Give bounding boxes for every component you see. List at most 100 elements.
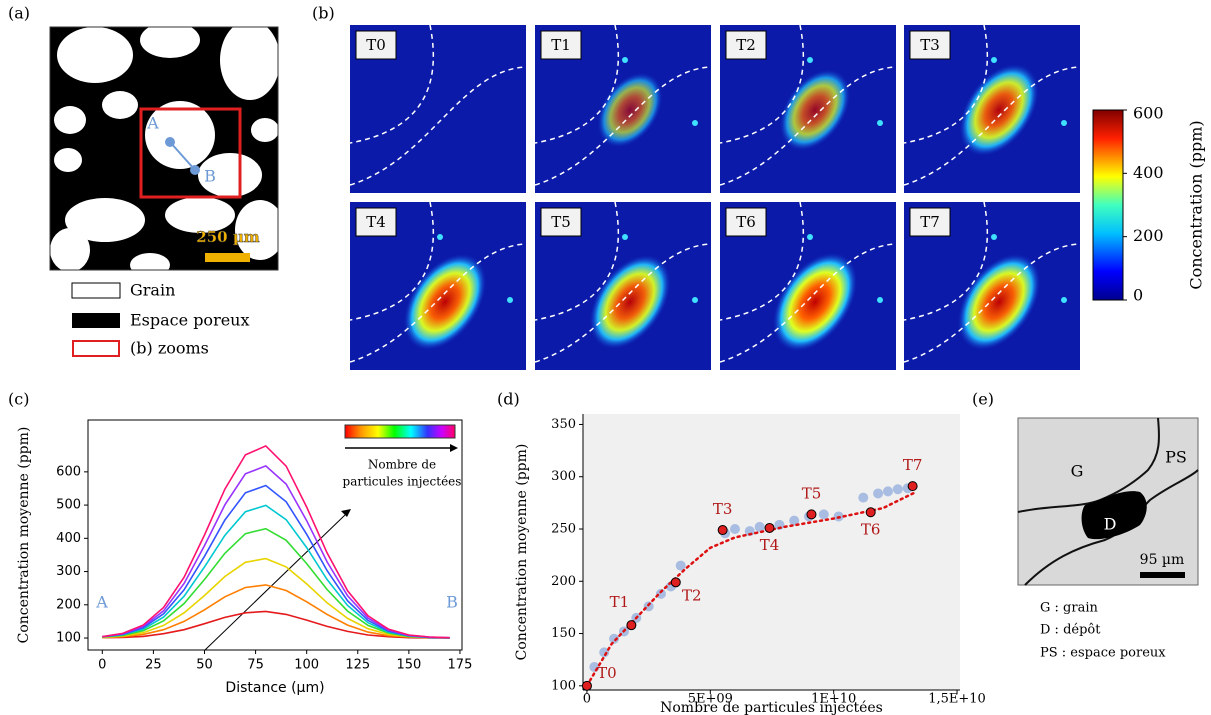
panel-label: (a)	[8, 4, 30, 23]
annotation: B	[446, 593, 458, 612]
time-label: T1	[610, 593, 630, 611]
spot	[807, 57, 813, 63]
pore-outline	[719, 201, 805, 321]
pore-outline	[349, 243, 527, 363]
time-point	[806, 509, 817, 520]
profile-line	[102, 610, 450, 639]
time-label: T6	[861, 520, 881, 538]
x-tick-label: 0	[583, 692, 591, 707]
tile-label-box	[725, 30, 767, 60]
spot	[991, 234, 997, 240]
x-axis-label: Nombre de particules injectées	[660, 700, 883, 715]
legend-label: G : grain	[1040, 601, 1098, 616]
y-tick-label: 400	[56, 531, 81, 546]
time-label: T4	[760, 536, 780, 554]
pore-outline	[349, 24, 435, 144]
colorbar-tick-label: 600	[1133, 104, 1164, 123]
y-tick-label: 200	[551, 574, 576, 589]
x-tick-label: 100	[294, 658, 319, 673]
pore-outline	[903, 24, 989, 144]
tile-label: T7	[920, 213, 940, 231]
time-point	[865, 507, 876, 518]
time-point	[907, 481, 918, 492]
spot	[991, 57, 997, 63]
scale-label: 250 µm	[196, 228, 260, 246]
arrow-head	[450, 444, 458, 452]
colorbar-tick-label: 200	[1133, 226, 1164, 245]
tile-label: T4	[366, 213, 386, 231]
tile-label: T0	[366, 36, 386, 54]
legend-swatch	[72, 340, 120, 357]
panel-label: (c)	[8, 390, 29, 409]
sample-point	[873, 488, 884, 499]
x-tick-label: 75	[247, 658, 264, 673]
colorbar-tick-label: 400	[1133, 163, 1164, 182]
spot	[437, 234, 443, 240]
tile-label-box	[540, 30, 582, 60]
tile-label-box	[355, 207, 397, 237]
legend-label: D : dépôt	[1040, 623, 1101, 638]
legend-label: Espace poreux	[130, 311, 250, 330]
profile-line	[102, 527, 450, 639]
tile-label: T1	[551, 36, 571, 54]
pore-outline	[349, 66, 527, 186]
time-label: T5	[802, 484, 822, 502]
time-label: T3	[713, 500, 733, 518]
x-tick-label: 125	[345, 658, 370, 673]
trend-arrow	[204, 514, 346, 651]
sample-point	[858, 492, 869, 503]
grain-boundary	[1017, 417, 1160, 513]
colorbar-tick-label: 0	[1133, 286, 1143, 305]
pore-outline	[534, 24, 620, 144]
spot	[507, 297, 513, 303]
scale-bar	[1140, 572, 1185, 578]
plot-area	[87, 419, 463, 651]
y-tick-label: 350	[551, 417, 576, 432]
pore-outline	[534, 201, 620, 321]
spot	[1061, 120, 1067, 126]
legend-label: (b) zooms	[130, 339, 209, 358]
x-tick-label: 0	[98, 658, 106, 673]
x-axis-label: Distance (µm)	[225, 680, 324, 696]
spot	[692, 297, 698, 303]
panel-label: (b)	[312, 4, 335, 23]
x-tick-label: 1,5E+10	[928, 692, 986, 707]
plot-area	[583, 414, 960, 690]
profile-line	[102, 444, 450, 639]
time-point	[581, 680, 592, 691]
annotation: A	[95, 593, 108, 612]
pore-outline	[349, 201, 435, 321]
sample-point	[882, 486, 893, 497]
sample-point	[655, 588, 666, 599]
deposit-blob	[772, 252, 858, 352]
sample-point	[789, 515, 800, 526]
x-tick-label: 1E+10	[811, 692, 856, 707]
sample-point	[609, 633, 620, 644]
legend-label: Grain	[130, 281, 175, 300]
pore-outline	[534, 66, 712, 186]
panel-label: (e)	[972, 390, 994, 409]
y-tick-label: 100	[56, 631, 81, 646]
tile-label-box	[355, 30, 397, 60]
gradient-label: particules injectées	[343, 475, 462, 489]
deposit-blob	[957, 253, 1041, 351]
spot	[807, 234, 813, 240]
deposit	[1081, 491, 1147, 540]
sample-point	[818, 509, 829, 520]
sample-point	[892, 484, 903, 495]
spot	[622, 234, 628, 240]
region-label: PS	[1165, 448, 1187, 467]
point-b	[190, 165, 200, 175]
colorbar-label: Concentration (ppm)	[1187, 120, 1206, 289]
sample-point	[774, 519, 785, 530]
panel-label: (d)	[497, 390, 520, 409]
sample-point	[599, 647, 610, 658]
y-tick-label: 600	[56, 464, 81, 479]
time-label: T2	[682, 586, 702, 604]
y-tick-label: 150	[551, 626, 576, 641]
pore-outline	[719, 24, 805, 144]
image-frame	[49, 26, 279, 271]
scale-bar	[205, 253, 250, 262]
sample-point	[729, 524, 740, 534]
